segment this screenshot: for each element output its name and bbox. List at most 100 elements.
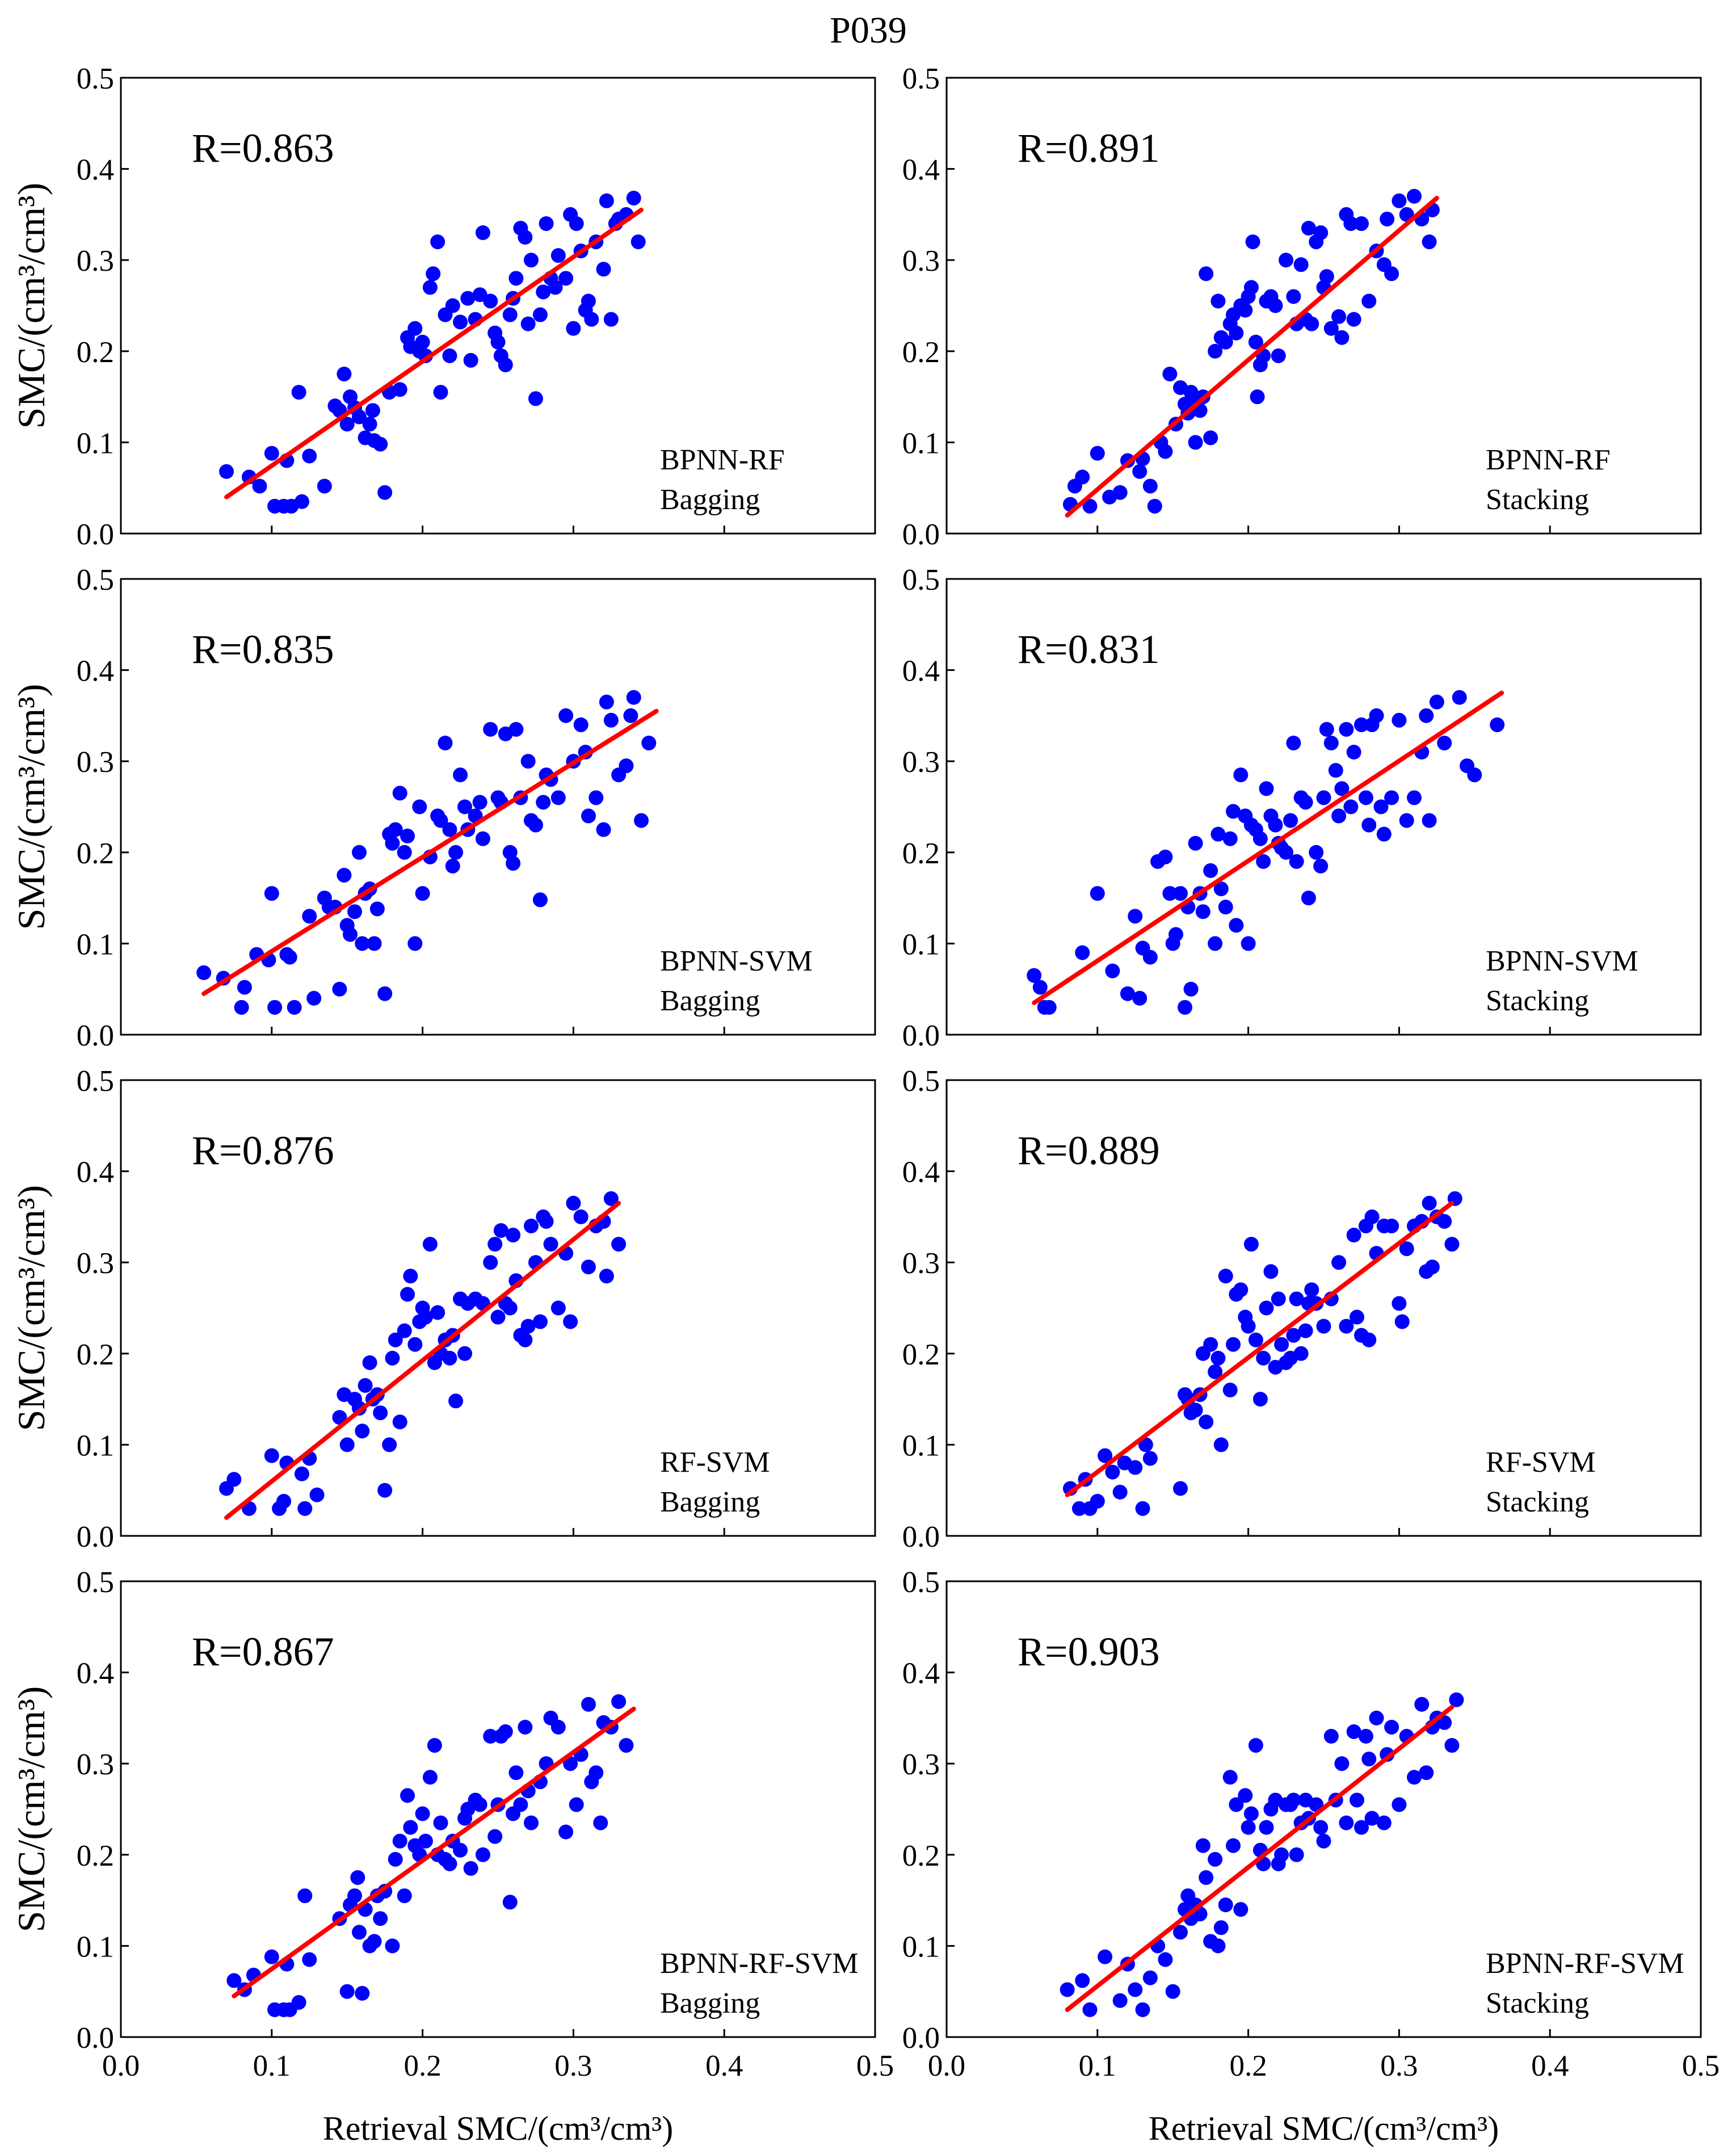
data-point [264, 886, 279, 901]
data-point [438, 736, 453, 751]
data-point [508, 271, 524, 286]
data-point [1373, 799, 1389, 814]
data-point [1286, 1328, 1301, 1343]
data-point [219, 464, 234, 479]
scatter-panel-5: 0.0 0.1 0.2 0.3 0.4 0.5 SMC/(cm³/cm³) R=0.876 RF… [10, 1065, 876, 1553]
data-point [1449, 1692, 1464, 1707]
data-point [453, 767, 468, 783]
data-point [490, 1309, 506, 1325]
data-point [1112, 1993, 1128, 2008]
y-tick-label: 0.4 [77, 1156, 114, 1189]
data-point [1354, 216, 1369, 231]
r-value-label: R=0.831 [1018, 627, 1160, 672]
fit-line [224, 1200, 621, 1520]
data-point [1188, 435, 1203, 450]
data-point [196, 965, 212, 980]
r-value-label: R=0.835 [192, 627, 334, 672]
data-point [1208, 936, 1223, 951]
data-point [475, 225, 490, 241]
data-point [634, 813, 649, 828]
data-point [593, 1815, 608, 1830]
data-point [603, 1191, 619, 1206]
data-point [1419, 708, 1434, 723]
y-tick-label: 0.1 [77, 1429, 114, 1462]
data-point [1259, 1820, 1274, 1835]
data-point [373, 1405, 388, 1421]
data-point [558, 1824, 574, 1840]
y-tick-label: 0.3 [902, 1748, 940, 1781]
data-point [1245, 234, 1260, 250]
x-tick-label: 0.2 [1229, 2050, 1267, 2082]
data-point [1142, 950, 1158, 965]
data-point [558, 271, 574, 286]
data-point [599, 694, 614, 709]
data-point [1199, 1414, 1214, 1430]
data-point [490, 334, 506, 350]
y-axis-label: SMC/(cm³/cm³) [10, 1686, 53, 1933]
data-point [1142, 1970, 1158, 1985]
data-point [457, 1346, 473, 1361]
data-point [415, 334, 430, 350]
data-point [397, 845, 412, 860]
data-point [502, 307, 518, 322]
data-point [339, 1437, 355, 1452]
data-point [422, 1770, 438, 1785]
y-axis-label: SMC/(cm³/cm³) [10, 1185, 53, 1431]
data-point [1256, 854, 1271, 869]
data-point [1304, 1282, 1319, 1297]
data-point [302, 909, 317, 924]
data-point [302, 448, 317, 464]
data-point [550, 1719, 566, 1735]
data-point [453, 314, 468, 330]
data-point [373, 436, 388, 452]
data-point [1358, 790, 1373, 805]
data-point [1120, 986, 1135, 1001]
data-point [1316, 1318, 1331, 1334]
data-point [1289, 1847, 1304, 1862]
data-point [445, 298, 460, 313]
data-point [388, 822, 403, 837]
data-point [1203, 863, 1218, 878]
data-point [1364, 1209, 1380, 1224]
data-point [1105, 1464, 1120, 1480]
data-point [1293, 257, 1309, 272]
data-point [1419, 1765, 1434, 1781]
data-point [1210, 1350, 1226, 1366]
fit-line [232, 1706, 636, 1998]
data-point [418, 1833, 433, 1849]
data-point [388, 1851, 403, 1867]
data-point [1162, 886, 1178, 901]
data-point [1313, 225, 1329, 241]
y-tick-label: 0.5 [77, 1065, 114, 1098]
data-point [563, 1756, 578, 1771]
data-point [388, 1332, 403, 1347]
data-point [1392, 1296, 1407, 1311]
data-point [1112, 1484, 1128, 1500]
method-label: BPNN-RF-SVM [1486, 1947, 1684, 1980]
data-point [1226, 804, 1241, 819]
data-point [1098, 1448, 1113, 1463]
x-tick-label: 0.1 [1079, 2050, 1116, 2082]
data-point [1252, 831, 1268, 846]
data-point [1437, 1715, 1452, 1730]
y-tick-label: 0.5 [77, 1566, 114, 1599]
plot-frame [120, 578, 876, 1036]
y-tick-label: 0.1 [77, 427, 114, 460]
data-point [427, 1738, 442, 1753]
data-point [226, 1472, 242, 1487]
data-point [520, 316, 536, 331]
y-tick-label: 0.1 [902, 427, 940, 460]
data-point [1208, 1364, 1223, 1379]
r-value-label: R=0.876 [192, 1128, 334, 1173]
data-point [626, 190, 641, 205]
data-point [1213, 881, 1229, 897]
data-point [426, 266, 441, 282]
data-point [483, 1729, 498, 1744]
data-point [1233, 767, 1249, 783]
data-point [1188, 835, 1203, 851]
plot-frame [120, 1079, 876, 1537]
data-point [528, 817, 543, 833]
data-point [1279, 845, 1294, 860]
y-tick-label: 0.5 [902, 564, 940, 597]
